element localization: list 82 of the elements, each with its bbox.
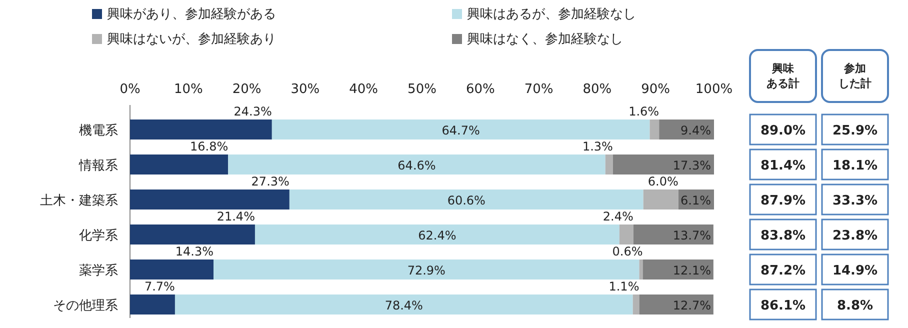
data-label: 6.1% <box>680 194 711 208</box>
data-label: 16.8% <box>190 140 228 154</box>
category-label: 興味ある計 <box>766 62 800 90</box>
category-label: 参加した計 <box>838 62 872 90</box>
legend-label: 興味はあるが、参加経験なし <box>467 7 636 22</box>
x-tick-label: 70% <box>524 82 554 97</box>
bar <box>643 190 678 210</box>
data-label: 64.6% <box>398 158 436 172</box>
x-tick-label: 40% <box>349 82 378 97</box>
bar <box>642 260 714 280</box>
data-label: 27.3% <box>251 174 290 188</box>
bar <box>130 260 214 280</box>
data-label: 78.4% <box>384 298 423 312</box>
data-label: 7.7% <box>144 280 175 294</box>
text: 23.8% <box>832 228 878 244</box>
text: 8.8% <box>836 298 874 314</box>
bar <box>632 294 640 314</box>
text: 87.2% <box>760 264 806 278</box>
bar <box>130 224 255 244</box>
data-label: 12.7% <box>672 298 711 312</box>
x-tick-label: 100% <box>695 82 733 97</box>
bar <box>659 120 714 140</box>
y-tick-label: 機電系 <box>79 124 118 138</box>
data-label: 1.1% <box>608 280 640 294</box>
x-tick-label: 50% <box>408 82 436 97</box>
text: 81.4% <box>760 158 806 174</box>
data-label: 1.3% <box>582 140 613 154</box>
bar <box>130 154 228 174</box>
x-tick-label: 30% <box>290 82 320 97</box>
data-label: 0.6% <box>612 244 643 258</box>
bar <box>650 120 660 140</box>
legend-label: 興味はなく、参加経験なし <box>467 32 623 47</box>
data-label: 12.1% <box>672 264 711 278</box>
bar <box>214 260 640 280</box>
legend-label: 興味はないが、参加経験あり <box>107 32 276 47</box>
data-label: 13.7% <box>672 228 711 242</box>
x-tick-label: 90% <box>641 82 670 97</box>
y-tick-label: 土木・建築系 <box>40 194 118 208</box>
bar <box>605 154 613 174</box>
data-label: 72.9% <box>407 264 446 278</box>
data-label: 60.6% <box>447 194 486 208</box>
bar <box>130 120 272 140</box>
data-label: 17.3% <box>672 158 711 172</box>
text: 18.1% <box>832 158 878 174</box>
x-tick-label: 20% <box>232 82 262 97</box>
data-label: 21.4% <box>216 210 255 224</box>
data-label: 64.7% <box>442 124 480 138</box>
data-label: 9.4% <box>680 124 711 138</box>
bar <box>174 294 633 314</box>
text: 89.0% <box>760 124 806 138</box>
bar <box>130 294 175 314</box>
data-label: 14.3% <box>175 244 214 258</box>
text: 83.8% <box>760 228 806 244</box>
text: 86.1% <box>760 298 806 314</box>
x-tick-label: 80% <box>582 82 612 97</box>
data-label: 2.4% <box>602 210 634 224</box>
x-tick-label: 0% <box>120 82 140 97</box>
data-label: 1.6% <box>628 104 660 118</box>
text: 25.9% <box>832 124 878 138</box>
x-tick-label: 10% <box>174 82 203 97</box>
bar <box>612 154 714 174</box>
x-tick-label: 60% <box>466 82 495 97</box>
bar <box>130 190 290 210</box>
bar <box>228 154 606 174</box>
data-label: 24.3% <box>234 104 272 118</box>
bar <box>639 260 643 280</box>
bar <box>254 224 620 244</box>
y-tick-label: 化学系 <box>79 228 118 244</box>
data-label: 62.4% <box>418 228 456 242</box>
y-tick-label: 情報系 <box>78 158 118 174</box>
bar <box>289 190 644 210</box>
text: 87.9% <box>760 194 806 208</box>
text: 14.9% <box>832 264 878 278</box>
legend-label: 興味があり、参加経験がある <box>107 7 276 22</box>
text: 33.3% <box>832 194 878 208</box>
bar <box>272 120 650 140</box>
y-tick-label: その他理系 <box>53 298 118 314</box>
bar <box>639 294 714 314</box>
y-tick-label: 薬学系 <box>79 264 118 278</box>
bar <box>619 224 634 244</box>
bar <box>633 224 714 244</box>
data-label: 6.0% <box>648 174 678 188</box>
